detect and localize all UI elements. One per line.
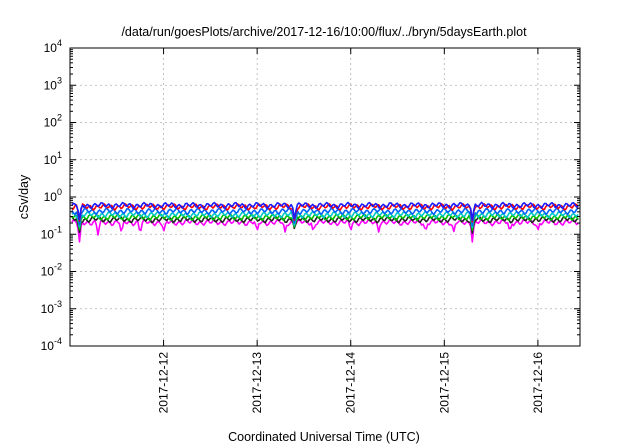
- x-tick-label: 2017-12-15: [437, 352, 451, 414]
- series-line: [71, 218, 579, 243]
- ticks: 10-4 10-3 10-2 10-1 100 101 102 103 104 2017-12-1…: [41, 38, 580, 413]
- y-tick-label: 100: [44, 187, 62, 204]
- series-line: [71, 213, 579, 232]
- chart-title: /data/run/goesPlots/archive/2017-12-16/1…: [121, 25, 527, 39]
- series-layer: [71, 201, 579, 243]
- y-axis-label-group: cSv/day: [17, 174, 31, 219]
- y-tick-label: 10-4: [41, 336, 62, 353]
- y-tick-label: 103: [44, 75, 62, 92]
- y-tick-label: 104: [44, 38, 62, 55]
- series-line: [71, 210, 579, 229]
- x-tick-label: 2017-12-16: [531, 352, 545, 414]
- y-tick-label: 10-3: [41, 299, 62, 316]
- x-tick-label: 2017-12-12: [157, 352, 171, 414]
- y-tick-label: 10-1: [41, 224, 62, 241]
- y-tick-label: 102: [44, 113, 62, 130]
- x-tick-label: 2017-12-14: [344, 352, 358, 414]
- y-tick-label: 101: [44, 150, 62, 167]
- series-line: [71, 201, 579, 221]
- y-tick-label: 10-2: [41, 262, 62, 279]
- series-line: [71, 203, 579, 223]
- x-tick-label: 2017-12-13: [250, 352, 264, 414]
- x-axis-label: Coordinated Universal Time (UTC): [228, 430, 420, 444]
- y-axis-label: cSv/day: [17, 174, 31, 219]
- grid: [70, 48, 580, 346]
